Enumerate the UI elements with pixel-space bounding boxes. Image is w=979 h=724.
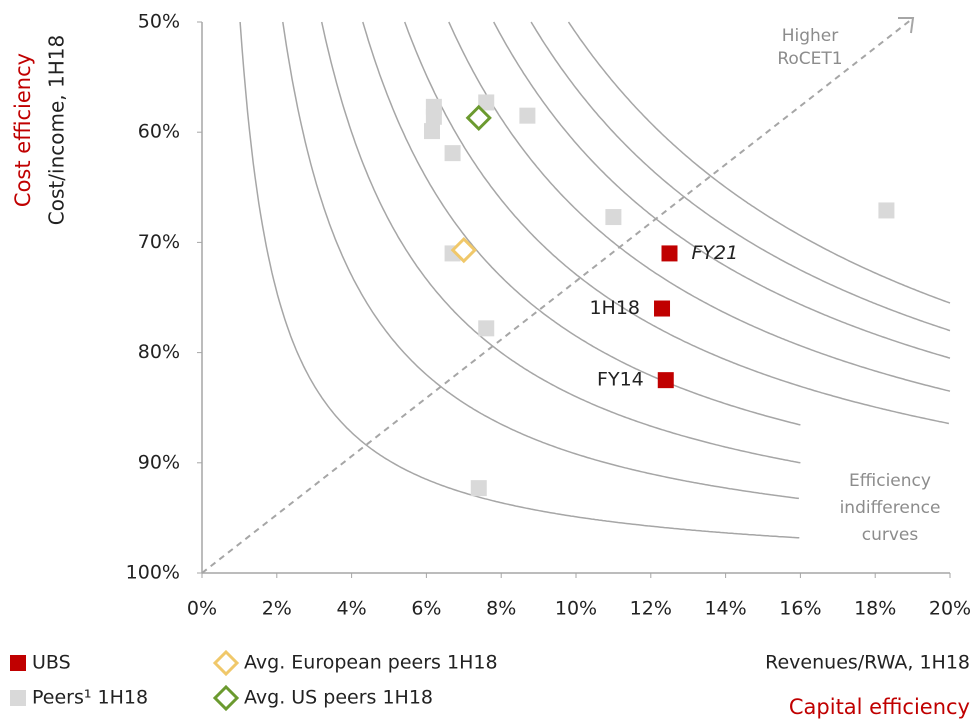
x-tick-label: 4% — [337, 598, 367, 620]
y-axis-label: Cost/income, 1H18 — [45, 35, 69, 225]
legend-label: Avg. European peers 1H18 — [244, 652, 498, 674]
legend-label: UBS — [32, 652, 71, 674]
point — [450, 236, 477, 264]
y-axis-title: Cost efficiency — [11, 53, 35, 207]
x-tick-label: 0% — [187, 598, 217, 620]
point — [519, 107, 536, 124]
indifference-curve — [493, 21, 951, 359]
point — [878, 202, 895, 219]
x-tick-label: 2% — [262, 598, 292, 620]
indifference-curve — [362, 21, 801, 426]
x-tick-label: 10% — [555, 598, 597, 620]
annotation: indifference — [840, 498, 941, 518]
y-tick-label: 60% — [138, 121, 180, 143]
annotation: RoCET1 — [777, 49, 842, 69]
indifference-curve — [448, 21, 951, 392]
x-tick-label: 6% — [411, 598, 441, 620]
x-tick-label: 20% — [929, 598, 971, 620]
point — [478, 320, 495, 337]
indifference-curve — [530, 21, 951, 332]
arrow-head — [898, 17, 915, 34]
point — [478, 94, 495, 111]
x-axis-title: Capital efficiency — [789, 695, 970, 719]
x-axis-label: Revenues/RWA, 1H18 — [765, 652, 970, 674]
y-tick-label: 80% — [138, 341, 180, 363]
point — [444, 145, 461, 162]
point — [465, 104, 492, 131]
x-tick-label: 8% — [486, 598, 516, 620]
point — [605, 209, 622, 226]
x-tick-label: 18% — [854, 598, 896, 620]
indifference-curve — [282, 21, 799, 500]
y-tick-label: 100% — [126, 562, 180, 584]
legend-marker — [10, 655, 26, 671]
y-tick-label: 70% — [138, 231, 180, 253]
indifference-curve — [403, 21, 950, 425]
legend-marker — [212, 684, 240, 712]
indifference-curve — [567, 21, 951, 304]
point — [424, 123, 441, 140]
annotation: curves — [862, 525, 919, 545]
legend-label: Avg. US peers 1H18 — [244, 687, 433, 709]
annotation: Higher — [782, 26, 839, 46]
point — [657, 372, 674, 389]
annotation: Efficiency — [849, 471, 931, 491]
point-label: FY21 — [692, 242, 739, 264]
point-label: FY14 — [597, 369, 644, 391]
indifference-curve — [320, 21, 801, 464]
x-tick-label: 12% — [630, 598, 672, 620]
legend-marker — [212, 649, 240, 677]
point-label: 1H18 — [589, 297, 640, 319]
y-tick-label: 50% — [138, 11, 180, 33]
y-tick-label: 90% — [138, 451, 180, 473]
point — [470, 480, 487, 497]
legend-marker — [10, 690, 26, 706]
point — [654, 300, 671, 317]
diagonal-arrow — [201, 18, 913, 574]
point — [661, 245, 678, 262]
x-tick-label: 16% — [779, 598, 821, 620]
point — [425, 108, 442, 125]
legend-label: Peers¹ 1H18 — [32, 687, 148, 709]
indifference-curve — [239, 21, 800, 539]
x-tick-label: 14% — [704, 598, 746, 620]
